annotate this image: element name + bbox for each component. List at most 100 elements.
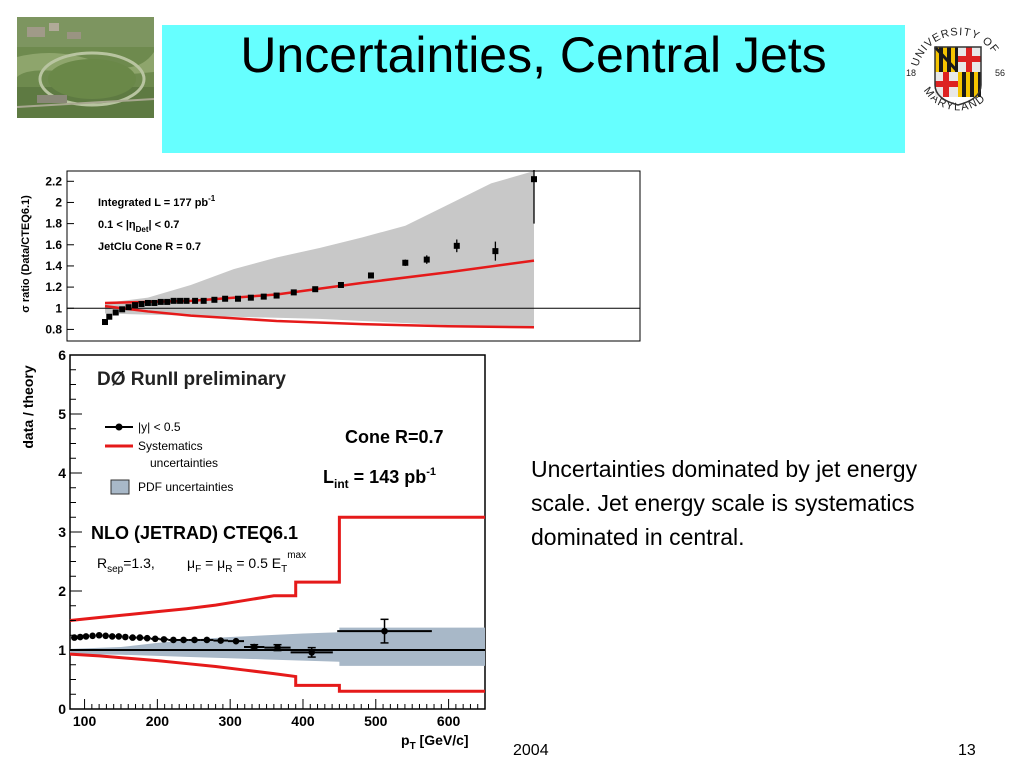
data-point <box>200 297 207 304</box>
title-banner: Uncertainties, Central Jets <box>162 25 905 153</box>
data-points <box>71 618 432 658</box>
annotation-cone: Cone R=0.7 <box>345 427 444 447</box>
data-point <box>191 636 198 644</box>
data-point <box>222 295 229 302</box>
data-point <box>76 633 84 641</box>
y-tick-label: 1.8 <box>45 217 62 231</box>
legend: |y| < 0.5 Systematics uncertainties PDF … <box>105 420 233 495</box>
data-point <box>164 298 171 305</box>
data-point <box>112 309 119 316</box>
x-tick-label: 100 <box>73 713 97 729</box>
legend-label-data: |y| < 0.5 <box>138 420 181 434</box>
data-point <box>234 295 241 302</box>
data-point <box>138 301 145 308</box>
data-point <box>192 297 199 304</box>
systematics-lower-line <box>69 652 485 693</box>
y-tick-label: 3 <box>58 524 66 540</box>
data-point <box>95 631 103 639</box>
x-axis-label: pT [GeV/c] <box>401 732 469 752</box>
pdf-uncertainty-band <box>105 171 534 328</box>
y-tick-label: 1.6 <box>45 238 62 252</box>
sigma-ratio-chart: 0.8 1 1.2 1.4 1.6 1.8 2 2.2 σ ratio (Data/CTEQ6… <box>20 170 641 342</box>
chart-title: DØ RunII preliminary <box>97 369 286 390</box>
data-point <box>232 637 240 645</box>
data-point <box>177 297 184 304</box>
y-tick-label: 1 <box>55 301 62 315</box>
y-tick-label: 1.2 <box>45 280 62 294</box>
aerial-photo <box>17 17 154 118</box>
data-point <box>170 636 177 644</box>
x-tick-label: 400 <box>291 713 315 729</box>
data-point <box>119 306 126 313</box>
plot-frame <box>66 170 641 342</box>
data-point <box>337 281 344 288</box>
data-point <box>89 632 96 640</box>
pdf-band-area <box>105 171 534 328</box>
data-point <box>108 633 116 640</box>
legend-band-swatch <box>110 479 130 495</box>
data-point <box>102 632 109 640</box>
university-seal: UNIVERSITY OF MARYLAND 18 56 <box>906 22 1008 122</box>
data-point <box>260 293 267 300</box>
annotation-cone: JetClu Cone R = 0.7 <box>98 241 201 253</box>
data-point <box>160 636 168 643</box>
x-tick-label: 300 <box>218 713 242 729</box>
y-axis-ticks: 0 1 2 3 4 5 6 <box>58 347 82 717</box>
body-text: Uncertainties dominated by jet energy sc… <box>531 456 918 550</box>
y-axis-ticks: 0.8 1 1.2 1.4 1.6 1.8 2 2.2 <box>45 174 74 336</box>
data-point <box>273 292 280 299</box>
data-point <box>250 643 258 651</box>
legend-label-systematics: Systematics <box>138 439 203 453</box>
data-point <box>247 294 254 301</box>
annotation-nlo: NLO (JETRAD) CTEQ6.1 <box>91 523 298 543</box>
y-tick-label: 4 <box>58 465 66 481</box>
data-point <box>308 649 316 656</box>
legend-marker <box>115 423 123 431</box>
data-point <box>453 242 460 249</box>
systematics-upper-line <box>69 515 485 622</box>
data-point <box>402 259 409 266</box>
y-tick-label: 2 <box>58 583 66 599</box>
seal-year-right: 56 <box>995 68 1005 78</box>
y-axis-label: σ ratio (Data/CTEQ6.1) <box>20 195 32 313</box>
data-point <box>151 299 158 306</box>
data-point <box>129 634 136 641</box>
data-point <box>144 299 151 306</box>
data-point <box>423 256 430 263</box>
slide-title: Uncertainties, Central Jets <box>240 27 827 83</box>
data-point <box>71 634 78 641</box>
page-number: 13 <box>958 742 976 759</box>
data-point <box>274 644 281 651</box>
data-point <box>170 297 177 304</box>
legend-label-pdf: PDF uncertainties <box>138 480 233 494</box>
data-point <box>180 636 187 644</box>
data-points <box>102 170 537 326</box>
data-theory-chart: 100 200 300 400 500 600 0 1 2 3 4 5 6 data / theory… <box>20 347 486 752</box>
data-point <box>217 637 225 644</box>
y-tick-label: 2.2 <box>45 174 62 188</box>
systematics-lines <box>69 515 485 693</box>
data-point <box>136 634 144 641</box>
data-point <box>151 635 159 643</box>
data-point <box>381 627 388 635</box>
y-axis-label: data / theory <box>20 365 36 448</box>
data-point <box>125 304 132 311</box>
seal-year-left: 18 <box>906 68 916 78</box>
x-tick-label: 500 <box>364 713 388 729</box>
y-tick-label: 6 <box>58 347 66 363</box>
x-axis-ticks: 100 200 300 400 500 600 <box>73 699 486 729</box>
annotation-lumi: Lint = 143 pb-1 <box>323 466 436 491</box>
y-tick-label: 1 <box>58 642 66 658</box>
legend-label-systematics-2: uncertainties <box>150 456 218 470</box>
maryland-flag-shield <box>933 45 982 106</box>
data-point <box>211 296 218 303</box>
x-tick-label: 200 <box>146 713 170 729</box>
annotation-lumi: Integrated L = 177 pb-1 <box>98 194 216 209</box>
annotation-rsep: Rsep=1.3, <box>97 555 155 575</box>
annotation-eta: 0.1 < |ηDet| < 0.7 <box>98 219 179 234</box>
data-point <box>132 302 139 309</box>
y-tick-label: 0.8 <box>45 322 62 336</box>
y-tick-label: 5 <box>58 406 66 422</box>
data-point <box>312 286 319 293</box>
footer-year: 2004 <box>513 742 549 759</box>
